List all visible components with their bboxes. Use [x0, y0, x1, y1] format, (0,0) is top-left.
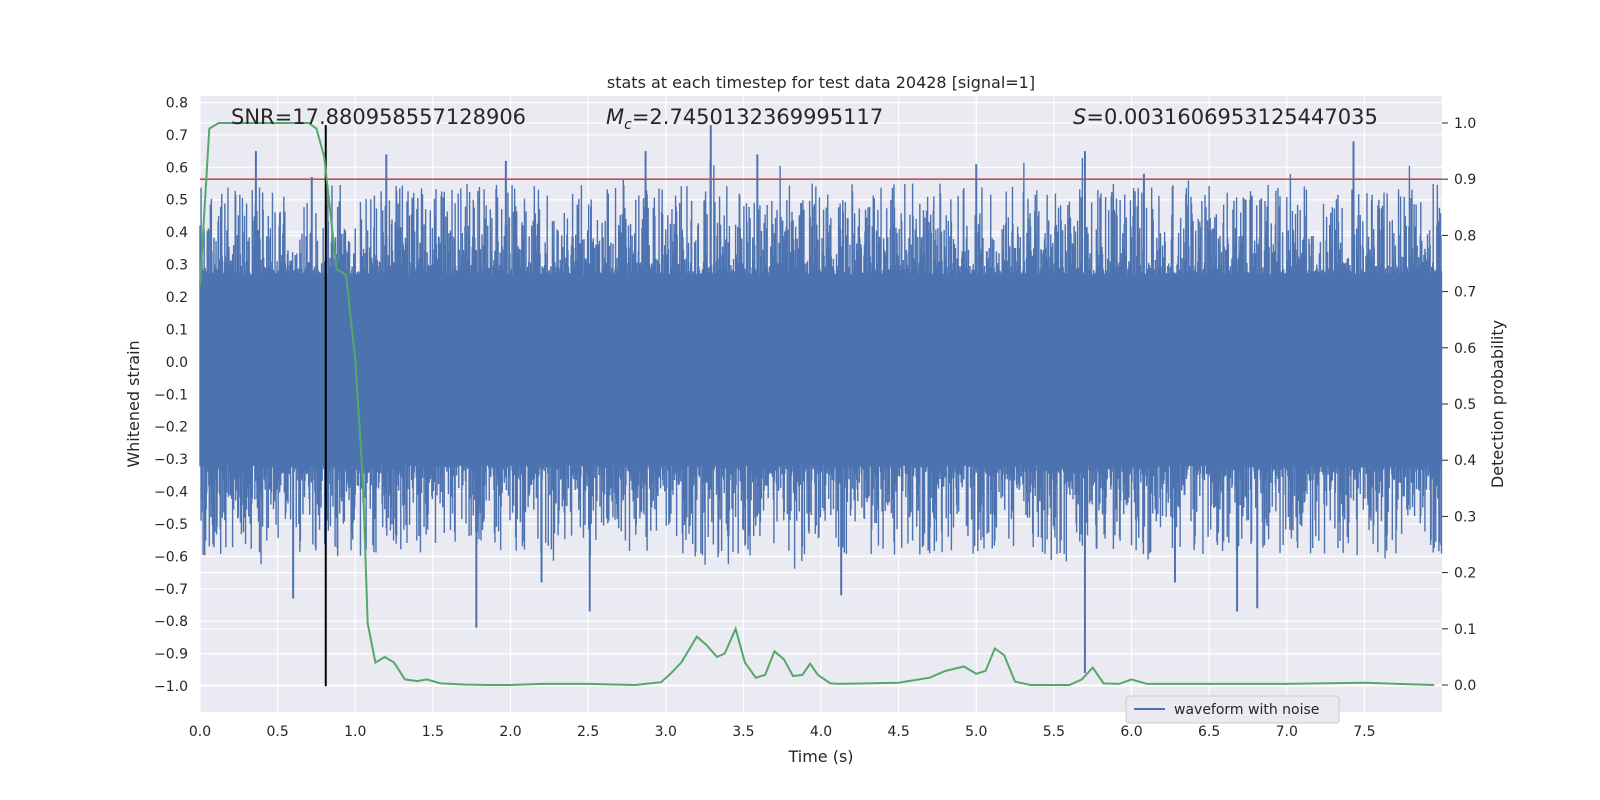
x-tick-label: 5.5 [1043, 724, 1065, 740]
s-value: =0.0031606953125447035 [1086, 105, 1378, 129]
x-tick-label: 6.0 [1120, 724, 1142, 740]
x-tick-label: 5.0 [965, 724, 987, 740]
x-tick-label: 6.5 [1198, 724, 1220, 740]
y-tick-label: −0.7 [154, 582, 188, 598]
x-tick-label: 2.0 [499, 724, 521, 740]
y2-tick-label: 0.2 [1454, 566, 1476, 582]
y2-tick-label: 0.5 [1454, 397, 1476, 413]
y-tick-label: −0.6 [154, 549, 188, 565]
chart-title: stats at each timestep for test data 204… [607, 73, 1035, 92]
y2-axis-label: Detection probability [1488, 320, 1507, 488]
y2-tick-label: 0.8 [1454, 228, 1476, 244]
y2-axis-ticks: 1.0 0.9 0.8 0.7 0.6 0.5 0.4 0.3 0.2 0.1 0.0 [1442, 116, 1476, 694]
y-tick-label: −1.0 [154, 679, 188, 695]
x-tick-label: 0.0 [189, 724, 211, 740]
y-axis-label: Whitened strain [124, 340, 143, 467]
y2-tick-label: 0.3 [1454, 509, 1476, 525]
x-tick-label: 1.0 [344, 724, 366, 740]
chirp-mass-annotation: Mc=2.7450132369995117 [606, 105, 883, 133]
chirp-mass-symbol: M [606, 105, 624, 129]
y-tick-label: −0.1 [154, 387, 188, 403]
y-tick-label: 0.1 [166, 322, 188, 338]
y-tick-label: −0.8 [154, 614, 188, 630]
y-axis-ticks: 0.8 0.7 0.6 0.5 0.4 0.3 0.2 0.1 0.0 −0.1 −0.2 −0.3 −… [154, 95, 188, 695]
y-tick-label: −0.9 [154, 647, 188, 663]
legend-box [1125, 695, 1340, 724]
x-tick-label: 4.0 [810, 724, 832, 740]
y2-tick-label: 0.4 [1454, 453, 1476, 469]
x-tick-label: 3.0 [655, 724, 677, 740]
snr-annotation: SNR=17.880958557128906 [231, 105, 526, 129]
x-tick-label: 1.5 [422, 724, 444, 740]
x-axis-label: Time (s) [787, 747, 853, 766]
y-tick-label: 0.0 [166, 355, 188, 371]
legend-label: waveform with noise [1174, 702, 1319, 718]
y2-tick-label: 1.0 [1454, 116, 1476, 132]
x-tick-label: 4.5 [887, 724, 909, 740]
x-tick-label: 2.5 [577, 724, 599, 740]
chirp-mass-value: =2.7450132369995117 [632, 105, 883, 129]
legend: waveform with noise [1125, 695, 1340, 724]
x-tick-label: 7.0 [1276, 724, 1298, 740]
x-axis-ticks: 0.0 0.5 1.0 1.5 2.0 2.5 3.0 3.5 4.0 4.5 5.0 5.5 6.0 6… [189, 724, 1376, 740]
detection-probability-line [199, 121, 1435, 687]
y-tick-label: −0.5 [154, 517, 188, 533]
y2-tick-label: 0.0 [1454, 678, 1476, 694]
x-tick-label: 0.5 [266, 724, 288, 740]
x-tick-label: 3.5 [732, 724, 754, 740]
y2-tick-label: 0.6 [1454, 341, 1476, 357]
x-tick-label: 7.5 [1353, 724, 1375, 740]
s-annotation: S=0.0031606953125447035 [1073, 105, 1378, 129]
y2-tick-label: 0.1 [1454, 622, 1476, 638]
waveform-noise-series [199, 158, 1443, 569]
y2-tick-label: 0.9 [1454, 172, 1476, 188]
y-tick-label: 0.8 [166, 95, 188, 111]
y2-tick-label: 0.7 [1454, 285, 1476, 301]
waveform-spikes [254, 125, 1355, 674]
y-tick-label: −0.4 [154, 485, 188, 501]
y-tick-label: 0.7 [166, 128, 188, 144]
y-tick-label: 0.2 [166, 290, 188, 306]
y-tick-label: −0.3 [154, 452, 188, 468]
y-tick-label: 0.3 [166, 258, 188, 274]
s-symbol: S [1073, 105, 1086, 129]
y-tick-label: 0.6 [166, 160, 188, 176]
chirp-mass-subscript: c [624, 117, 632, 133]
y-tick-label: 0.4 [166, 225, 188, 241]
waveform-noise-path [199, 158, 1443, 569]
y-tick-label: 0.5 [166, 193, 188, 209]
y-tick-label: −0.2 [154, 420, 188, 436]
